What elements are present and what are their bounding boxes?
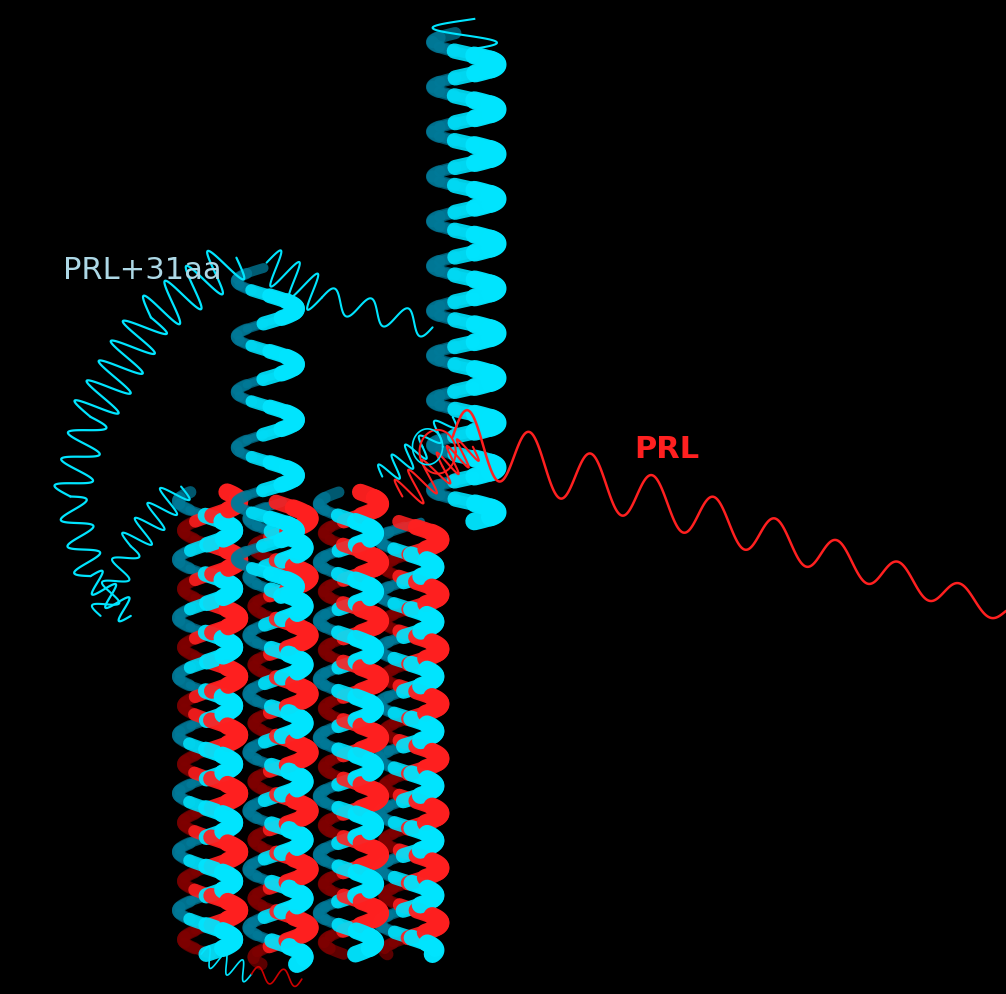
Text: PRL: PRL [634, 434, 699, 463]
Text: PRL+31aa: PRL+31aa [63, 255, 222, 284]
